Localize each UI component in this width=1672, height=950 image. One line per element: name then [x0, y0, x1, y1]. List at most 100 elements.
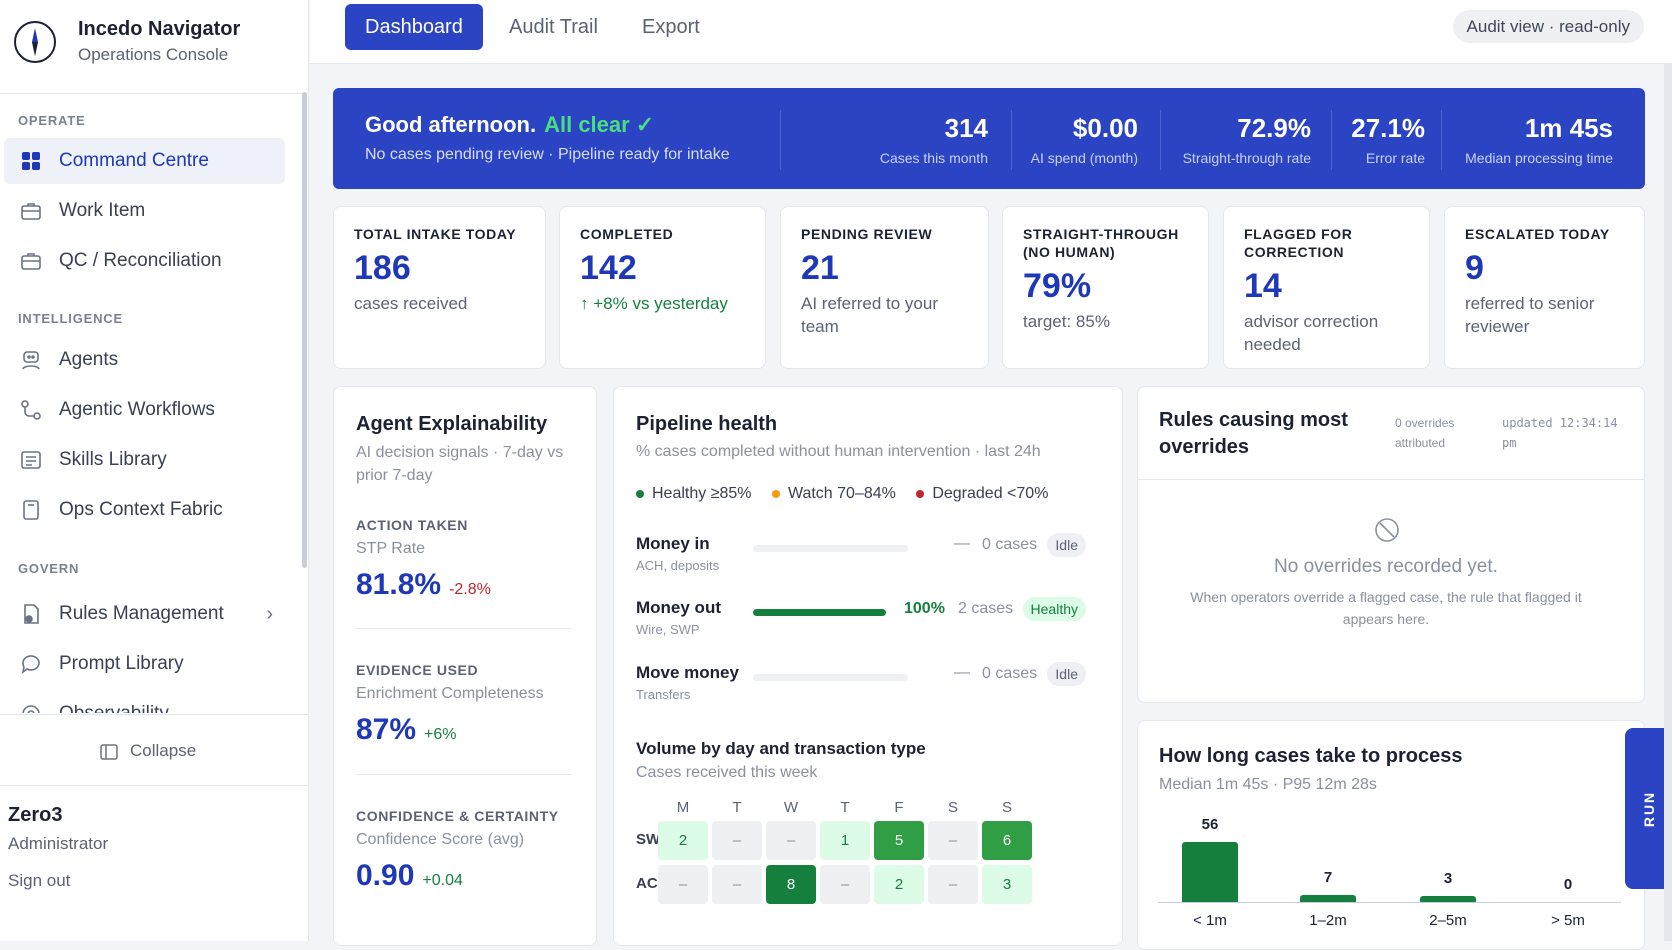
updated-timestamp: updated 12:34:14 pm — [1502, 416, 1618, 450]
stat-cases-month: 314 Cases this month — [880, 113, 988, 166]
heatmap-cell: – — [820, 865, 870, 904]
day-header: F — [894, 799, 904, 816]
sidebar-item-agentic-workflows[interactable]: Agentic Workflows — [4, 387, 285, 433]
day-header: W — [783, 799, 799, 816]
heatmap-cell: 8 — [766, 865, 816, 904]
sidebar-item-observability[interactable]: Observability — [4, 691, 285, 713]
page-scrollbar[interactable] — [1664, 64, 1672, 941]
tab-audit-trail[interactable]: Audit Trail — [509, 16, 598, 38]
legend-label: Watch 70–84% — [787, 485, 896, 502]
bar-value-label: 3 — [1443, 870, 1453, 887]
sidebar-item-ops-context-fabric[interactable]: Ops Context Fabric — [4, 487, 285, 533]
stat-straight-through: 72.9% Straight-through rate — [1183, 113, 1311, 166]
tab-dashboard[interactable]: Dashboard — [345, 4, 483, 50]
rules-icon — [20, 603, 42, 625]
kpi-sub: advisor correction needed — [1244, 312, 1379, 354]
sidebar-scrollbar[interactable] — [302, 92, 307, 568]
sidebar-item-skills-library[interactable]: Skills Library — [4, 437, 285, 483]
briefcase-icon — [20, 200, 42, 222]
processing-time-card: How long cases take to process Median 1m… — [1137, 720, 1645, 950]
all-clear-status: All clear ✓ — [544, 112, 655, 137]
user-role: Administrator — [8, 834, 109, 853]
sidebar-item-label: Ops Context Fabric — [59, 499, 223, 520]
kpi-flagged: FLAGGED FOR CORRECTION 14 advisor correc… — [1223, 206, 1430, 369]
metric-value-row: 81.8% -2.8% — [356, 568, 491, 602]
audit-view-badge: Audit view · read-only — [1452, 10, 1644, 43]
tab-export[interactable]: Export — [642, 16, 700, 38]
sign-out-link[interactable]: Sign out — [8, 871, 71, 890]
sidebar: Incedo Navigator Operations Console OPER… — [0, 0, 309, 941]
collapse-label: Collapse — [130, 741, 197, 760]
chevron-right-icon: › — [266, 603, 273, 625]
divider — [1011, 110, 1012, 170]
divider — [356, 774, 571, 775]
user-name: Zero3 — [8, 804, 63, 826]
sidebar-item-work-item[interactable]: Work Item — [4, 188, 285, 234]
row-desc: ACH, deposits — [636, 558, 720, 573]
divider — [1441, 110, 1442, 170]
pipeline-health-card: Pipeline health % cases completed withou… — [613, 386, 1123, 946]
eye-icon — [20, 703, 42, 713]
bar-category-label: 1–2m — [1309, 912, 1347, 929]
chart-title: How long cases take to process — [1159, 745, 1463, 767]
metric-value-row: 87% +6% — [356, 713, 457, 747]
kpi-value: 79% — [1023, 267, 1092, 305]
bar-category-label: 2–5m — [1429, 912, 1467, 929]
kpi-value: 14 — [1244, 267, 1282, 305]
kpi-sub: AI referred to your team — [801, 294, 939, 336]
stat-median-time: 1m 45s Median processing time — [1465, 113, 1613, 166]
rules-overrides-card: Rules causing most overrides 0 overrides… — [1137, 386, 1645, 703]
heatmap-cell: – — [712, 865, 762, 904]
greeting-text: Good afternoon. — [365, 112, 537, 137]
bar-value-label: 56 — [1201, 816, 1219, 833]
collapse-button[interactable]: Collapse — [0, 714, 309, 786]
progress-track — [753, 674, 908, 681]
heatmap-cell: – — [928, 865, 978, 904]
divider — [1331, 110, 1332, 170]
legend-label: Degraded <70% — [932, 485, 1049, 502]
legend-label: Healthy ≥85% — [652, 485, 752, 502]
row-name: Move money — [636, 663, 739, 682]
sidebar-item-command-centre[interactable]: Command Centre — [4, 138, 285, 184]
pipeline-row-money-out[interactable]: Money out Wire, SWP 100% 2 cases Healthy — [636, 597, 1086, 654]
stat-label: Error rate — [1365, 150, 1425, 166]
pipeline-legend: Healthy ≥85% Watch 70–84% Degraded <70% — [636, 485, 1064, 503]
metric-delta: +6% — [424, 726, 457, 743]
metric-header: CONFIDENCE & CERTAINTY — [356, 808, 559, 824]
volume-subtitle: Cases received this week — [636, 764, 818, 781]
heatmap-cell: – — [658, 865, 708, 904]
sidebar-item-label: Agents — [59, 349, 119, 370]
kpi-value: 186 — [354, 249, 411, 287]
sidebar-item-agents[interactable]: Agents — [4, 337, 285, 383]
day-header: S — [947, 799, 958, 816]
status-badge: Idle — [1047, 533, 1086, 557]
sidebar-item-prompt-library[interactable]: Prompt Library — [4, 641, 285, 687]
kpi-title: ESCALATED TODAY — [1465, 226, 1610, 242]
legend-dot — [916, 489, 925, 498]
kpi-title: FLAGGED FOR CORRECTION — [1244, 226, 1353, 260]
legend-dot — [636, 489, 644, 498]
divider — [356, 628, 571, 629]
library-icon — [20, 449, 42, 471]
stat-value: 72.9% — [1237, 113, 1311, 143]
stat-ai-spend: $0.00 AI spend (month) — [1031, 113, 1138, 166]
sidebar-item-qc-reconciliation[interactable]: QC / Reconciliation — [4, 238, 285, 284]
chat-icon — [20, 653, 42, 675]
bar-category-label: < 1m — [1193, 912, 1227, 929]
kpi-pending-review: PENDING REVIEW 21 AI referred to your te… — [780, 206, 989, 369]
legend-watch: Watch 70–84% — [771, 485, 896, 503]
sidebar-item-label: QC / Reconciliation — [59, 250, 222, 271]
kpi-title: STRAIGHT-THROUGH (NO HUMAN) — [1023, 226, 1179, 260]
legend-healthy: Healthy ≥85% — [636, 485, 752, 503]
kpi-straight-through: STRAIGHT-THROUGH (NO HUMAN) 79% target: … — [1002, 206, 1209, 369]
sidebar-item-rules-management[interactable]: Rules Management › — [4, 591, 285, 637]
pipeline-row-move-money[interactable]: Move money Transfers — 0 cases Idle — [636, 662, 1086, 719]
metric-name: Enrichment Completeness — [356, 685, 544, 702]
greeting: Good afternoon. All clear ✓ — [365, 112, 654, 138]
pipeline-row-money-in[interactable]: Money in ACH, deposits — 0 cases Idle — [636, 533, 1086, 590]
bar-value-label: 0 — [1563, 876, 1573, 893]
card-title: Agent Explainability — [356, 413, 548, 435]
kpi-sub: referred to senior reviewer — [1465, 294, 1595, 336]
kpi-completed: COMPLETED 142 ↑ +8% vs yesterday — [559, 206, 766, 369]
banner-subtitle: No cases pending review · Pipeline ready… — [365, 146, 730, 163]
